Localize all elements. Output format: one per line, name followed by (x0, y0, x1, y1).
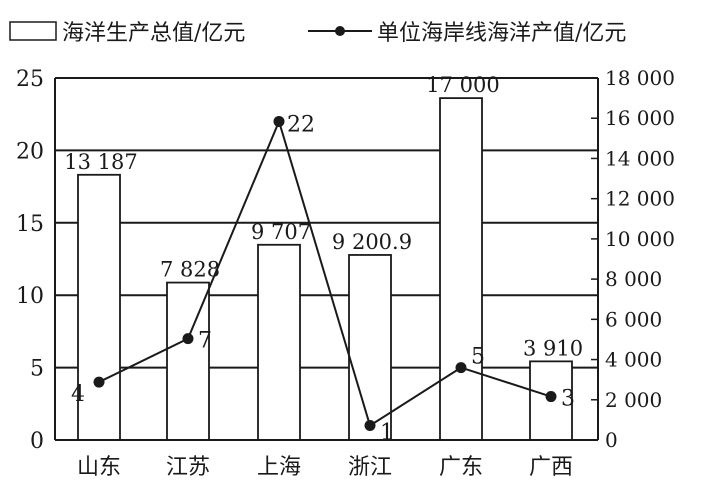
line-point-0 (93, 376, 105, 388)
right-tick-label-2: 4 000 (605, 348, 662, 372)
gridlines (55, 77, 598, 369)
axes (54, 78, 599, 441)
bar-0 (77, 173, 121, 441)
line-value-label-4: 5 (471, 345, 485, 370)
left-tick-label-1: 5 (30, 357, 44, 382)
category-label-0: 山东 (77, 455, 121, 480)
bar-value-label-2: 9 707 (251, 220, 311, 244)
bar-1 (166, 281, 210, 441)
right-tick-label-7: 14 000 (605, 146, 675, 170)
left-tick-label-5: 25 (16, 67, 44, 92)
line-path (98, 118, 552, 428)
bar-4 (439, 97, 483, 441)
bar-2 (257, 243, 301, 441)
legend: 海洋生产总值/亿元 单位海岸线海洋产值/亿元 (9, 21, 626, 46)
line-point-2 (273, 115, 285, 127)
bar-value-label-4: 17 000 (426, 73, 499, 97)
category-label-2: 上海 (257, 455, 301, 480)
category-label-3: 浙江 (348, 455, 392, 480)
left-tick-label-4: 20 (16, 139, 44, 164)
bar-value-label-5: 3 910 (523, 336, 583, 360)
line-point-5 (545, 391, 557, 403)
line-point-4 (455, 362, 467, 374)
line-series: 4 7 22 1 5 3 (71, 112, 575, 445)
line-value-label-1: 7 (198, 329, 212, 354)
right-tick-label-1: 2 000 (605, 388, 662, 412)
right-tick-label-4: 8 000 (605, 267, 662, 291)
left-axis-ticks: 0 5 10 15 20 25 (16, 67, 44, 454)
left-tick-label-2: 10 (16, 284, 44, 309)
left-tick-label-3: 15 (16, 212, 44, 237)
right-axis-ticks: 0 2 000 4 000 6 000 8 000 10 000 12 000 14 000 1… (591, 66, 675, 452)
category-label-4: 广东 (439, 455, 483, 480)
right-tick-label-8: 16 000 (605, 106, 675, 130)
legend-line-marker (335, 26, 345, 36)
bar-value-labels: 13 187 7 828 9 707 9 200.9 17 000 3 910 (64, 73, 583, 360)
line-point-3 (364, 420, 376, 432)
line-value-label-0: 4 (71, 382, 85, 407)
right-tick-label-6: 12 000 (605, 187, 675, 211)
line-value-label-5: 3 (561, 387, 575, 412)
left-tick-label-0: 0 (30, 429, 44, 454)
legend-bar-swatch (9, 21, 57, 41)
right-tick-label-5: 10 000 (605, 227, 675, 251)
right-tick-label-0: 0 (605, 428, 618, 452)
right-tick-label-3: 6 000 (605, 307, 662, 331)
bar-value-label-1: 7 828 (160, 258, 220, 282)
bar-3 (348, 254, 392, 441)
right-tick-label-9: 18 000 (605, 66, 675, 90)
legend-line-label: 单位海岸线海洋产值/亿元 (377, 21, 626, 46)
category-labels: 山东 江苏 上海 浙江 广东 广西 (77, 455, 573, 480)
category-label-5: 广西 (529, 455, 573, 480)
line-value-label-2: 22 (287, 112, 315, 137)
legend-bar-label: 海洋生产总值/亿元 (62, 21, 245, 46)
category-label-1: 江苏 (166, 455, 210, 480)
bars (77, 97, 573, 441)
bar-value-label-3: 9 200.9 (332, 230, 412, 254)
line-value-label-3: 1 (380, 421, 394, 446)
line-point-1 (182, 333, 194, 345)
bar-value-label-0: 13 187 (64, 150, 137, 174)
